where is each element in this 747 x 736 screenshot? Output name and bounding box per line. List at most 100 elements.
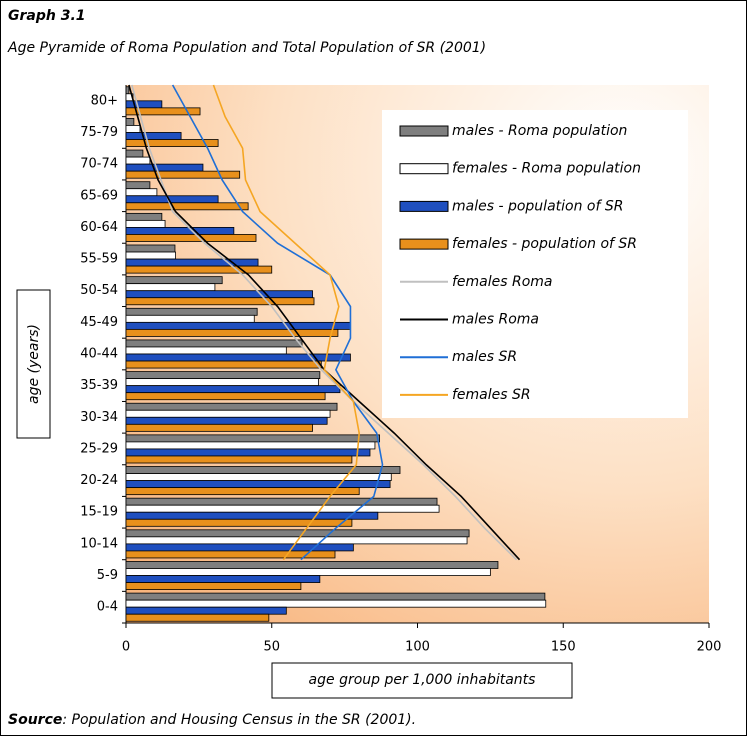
x-tick-label: 50: [263, 640, 280, 655]
bar: [125, 283, 216, 292]
bar: [125, 582, 302, 590]
bar: [125, 455, 353, 464]
y-tick-label: 30-34: [80, 410, 118, 425]
bar: [125, 360, 322, 369]
title: Graph 3.1: [8, 8, 86, 24]
bar: [125, 480, 391, 489]
y-tick-label: 45-49: [80, 315, 118, 330]
legend: [382, 110, 688, 418]
y-tick-label: 70-74: [80, 157, 118, 172]
bar: [125, 149, 144, 158]
bar: [125, 575, 321, 583]
bar: [125, 139, 219, 147]
line: [171, 84, 384, 561]
bar: [125, 251, 176, 260]
bar: [125, 234, 257, 242]
legend-label: females - Roma population: [452, 161, 641, 177]
y-tick-label: 75-79: [80, 125, 118, 140]
bar: [125, 466, 401, 474]
legend-label: males - Roma population: [452, 123, 627, 139]
bar: [125, 416, 328, 425]
bar: [125, 321, 351, 330]
bar: [125, 385, 341, 394]
y-tick-label: 10-14: [80, 536, 118, 551]
bar: [125, 473, 392, 481]
bar: [125, 402, 338, 411]
bar: [125, 606, 287, 615]
bar: [125, 107, 201, 116]
bar: [125, 212, 163, 221]
x-tick-label: 0: [122, 640, 130, 655]
legend-label: males - population of SR: [452, 198, 623, 214]
y-axis-label: age (years): [26, 324, 42, 404]
bar: [125, 86, 130, 95]
bar: [125, 568, 491, 576]
x-tick-label: 150: [551, 640, 576, 655]
bar: [125, 276, 223, 285]
bar: [125, 448, 371, 457]
legend-swatch: [399, 200, 449, 212]
bar: [125, 543, 354, 552]
bar: [125, 100, 163, 109]
bar: [125, 290, 313, 299]
y-tick-label: 20-24: [80, 473, 118, 488]
bar: [125, 181, 151, 190]
bar: [125, 497, 438, 506]
bar: [125, 346, 287, 355]
bar: [125, 156, 151, 165]
bar: [125, 409, 331, 418]
bar: [125, 244, 176, 253]
source: Source: Population and Housing Census in…: [8, 712, 416, 728]
bar: [125, 265, 273, 274]
y-tick-label: 25-29: [80, 441, 118, 456]
y-tick-label: 50-54: [80, 283, 118, 298]
y-tick-label: 55-59: [80, 252, 118, 267]
bar: [125, 441, 376, 450]
bar: [125, 504, 440, 513]
bar: [125, 518, 353, 527]
bar: [125, 188, 158, 197]
bar: [125, 561, 499, 569]
line: [131, 84, 518, 561]
y-tick-label: 15-19: [80, 505, 118, 520]
bar: [125, 371, 321, 380]
bar: [125, 378, 319, 387]
y-tick-label: 60-64: [80, 220, 118, 235]
bar: [125, 328, 339, 337]
bar: [125, 423, 313, 432]
y-tick-label: 40-44: [80, 347, 118, 362]
legend-swatch: [399, 125, 449, 137]
y-label-box: [16, 289, 51, 439]
bar: [125, 550, 336, 559]
line: [212, 84, 361, 561]
legend-label: females SR: [452, 387, 531, 403]
y-tick-label: 35-39: [80, 378, 118, 393]
legend-label: males SR: [452, 349, 517, 365]
bar: [125, 592, 546, 601]
bar: [125, 314, 255, 323]
bar: [125, 529, 470, 538]
source-label: Source: [8, 712, 62, 728]
bar: [125, 219, 166, 228]
bar: [125, 307, 258, 316]
subtitle: Age Pyramide of Roma Population and Tota…: [7, 40, 486, 56]
bar: [125, 118, 135, 126]
bar: [125, 170, 241, 179]
bar: [125, 487, 360, 496]
bar: [125, 599, 547, 608]
legend-label: females - population of SR: [452, 236, 637, 252]
bar: [125, 434, 381, 443]
legend-swatch: [399, 238, 449, 250]
x-tick-label: 100: [405, 640, 430, 655]
bar: [125, 132, 182, 140]
bar: [125, 392, 326, 401]
legend-swatch: [399, 163, 449, 175]
bar: [125, 125, 141, 133]
x-label-box: [271, 662, 573, 699]
bar: [125, 339, 303, 348]
bar: [125, 613, 270, 622]
x-tick-label: 200: [697, 640, 722, 655]
legend-label: males Roma: [452, 312, 539, 328]
bar: [125, 195, 219, 204]
